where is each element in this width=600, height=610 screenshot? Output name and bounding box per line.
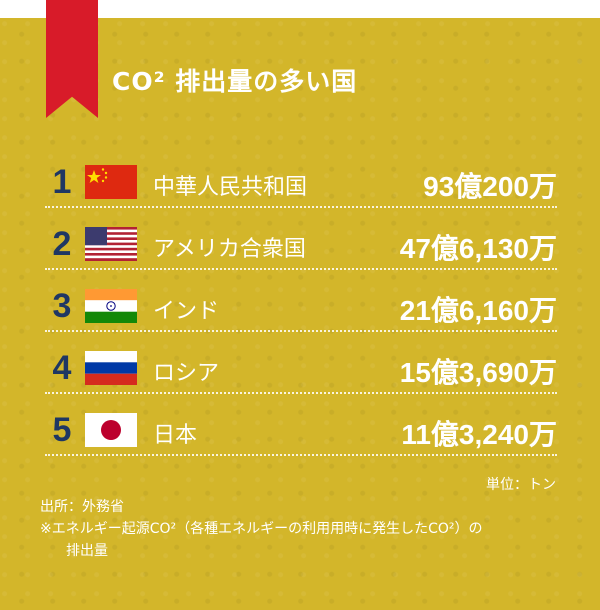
- india-flag-icon: [85, 289, 137, 323]
- page-title: CO² 排出量の多い国: [112, 67, 358, 96]
- footnotes: 出所：外務省 ※エネルギー起源CO²（各種エネルギーの利用用時に発生したCO²）…: [40, 496, 570, 562]
- ranking-card: [0, 18, 600, 610]
- dotted-divider: [45, 268, 557, 270]
- japan-flag-icon: [85, 413, 137, 447]
- unit-label: 単位：トン: [486, 477, 556, 493]
- source-note: 出所：外務省: [40, 499, 124, 515]
- list-item: 3 インド 21億6,160万: [45, 282, 557, 332]
- country-name: アメリカ合衆国: [153, 237, 306, 262]
- dotted-divider: [45, 392, 557, 394]
- list-item: 2 アメリカ合衆国 47億6,130万: [45, 220, 557, 270]
- rank-number: 2: [52, 225, 72, 263]
- china-flag-icon: [85, 165, 137, 199]
- rank-number: 3: [52, 287, 72, 325]
- country-name: 中華人民共和国: [153, 175, 308, 200]
- definition-note-continued: 排出量: [66, 543, 108, 559]
- russia-flag-icon: [85, 351, 137, 385]
- country-name: インド: [153, 299, 220, 324]
- emission-amount: 93億200万: [423, 171, 557, 202]
- rank-number: 5: [52, 411, 72, 449]
- emission-amount: 21億6,160万: [399, 295, 557, 326]
- dotted-divider: [45, 330, 557, 332]
- country-name: 日本: [153, 423, 198, 448]
- emission-amount: 11億3,240万: [401, 419, 557, 450]
- dotted-divider: [45, 206, 557, 208]
- emission-amount: 15億3,690万: [399, 357, 557, 388]
- list-item: 1 中華人民共和国 93億200万: [45, 158, 557, 208]
- emission-amount: 47億6,130万: [399, 233, 557, 264]
- usa-flag-icon: [85, 227, 137, 261]
- list-item: 4 ロシア 15億3,690万: [45, 344, 557, 394]
- dotted-divider: [45, 454, 557, 456]
- country-name: ロシア: [153, 361, 220, 386]
- list-item: 5 日本 11億3,240万: [45, 406, 557, 456]
- rank-number: 1: [52, 163, 72, 201]
- definition-note: ※エネルギー起源CO²（各種エネルギーの利用用時に発生したCO²）の: [40, 521, 483, 537]
- rank-number: 4: [52, 349, 72, 387]
